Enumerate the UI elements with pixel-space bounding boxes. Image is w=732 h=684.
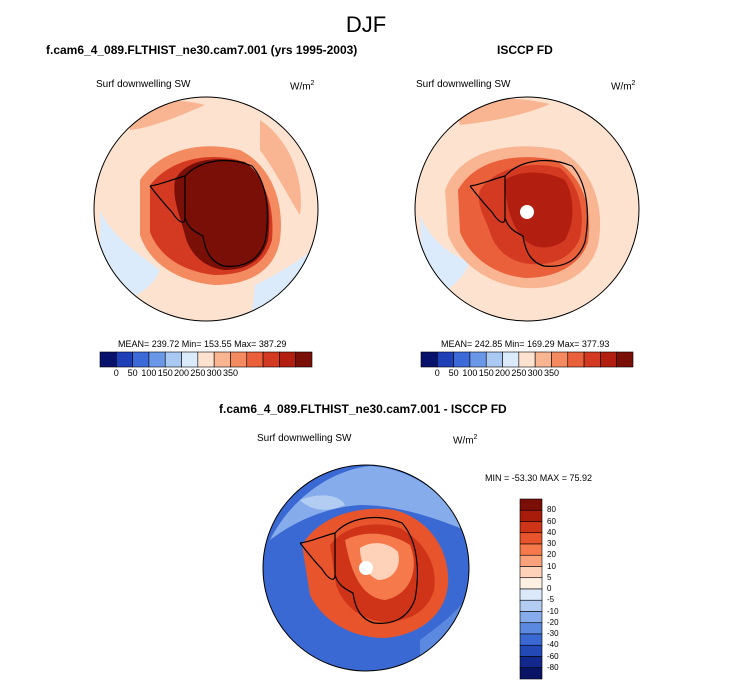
colorbar-swatch <box>519 622 543 635</box>
colorbar-swatch <box>519 633 543 646</box>
colorbar-swatch <box>519 521 543 534</box>
diff-units: W/m2 <box>453 434 478 447</box>
colorbar-tick-label: 10 <box>547 561 556 571</box>
diff-colorbar <box>519 498 543 680</box>
colorbar-tick-label: 200 <box>174 368 190 378</box>
colorbar-tick-label: 300 <box>527 368 543 378</box>
colorbar-tick-label: 50 <box>127 368 138 378</box>
colorbar-swatch <box>583 351 601 368</box>
colorbar-tick-label: 20 <box>547 550 556 560</box>
panel1-title: f.cam6_4_089.FLTHIST_ne30.cam7.001 (yrs … <box>46 43 358 57</box>
diff-variable: Surf downwelling SW <box>257 433 352 444</box>
colorbar-tick-label: 0 <box>547 584 552 593</box>
map2-pole-mask <box>520 205 534 219</box>
colorbar-tick-label: -20 <box>547 617 559 627</box>
colorbar-swatch <box>420 351 438 368</box>
colorbar-tick-label: 150 <box>478 368 494 378</box>
colorbar-tick-label: 100 <box>141 368 157 378</box>
colorbar-tick-label: 300 <box>206 368 222 378</box>
colorbar-tick-label: 0 <box>113 368 119 378</box>
colorbar-swatch <box>181 351 199 368</box>
colorbar-swatch <box>437 351 454 368</box>
colorbar-tick-label: 350 <box>222 368 238 378</box>
colorbar-swatch <box>519 599 543 612</box>
panel1-stats: MEAN= 239.72 Min= 153.55 Max= 387.29 <box>118 339 287 349</box>
colorbar-swatch <box>295 351 313 368</box>
panel2-variable: Surf downwelling SW <box>416 79 511 90</box>
colorbar-swatch <box>502 351 520 368</box>
panel2-stats: MEAN= 242.85 Min= 169.29 Max= 377.93 <box>441 339 610 349</box>
panel1-variable: Surf downwelling SW <box>96 79 191 90</box>
colorbar-swatch <box>279 351 296 368</box>
colorbar-tick-label: 30 <box>547 539 556 548</box>
colorbar-swatch <box>99 351 117 368</box>
colorbar-tick-label: -5 <box>547 595 555 605</box>
colorbar-swatch <box>616 351 634 368</box>
colorbar-swatch <box>469 351 487 368</box>
colorbar-swatch <box>519 566 543 579</box>
panel2-title: ISCCP FD <box>497 43 553 57</box>
colorbar-tick-label: 0 <box>434 368 440 378</box>
colorbar-tick-label: 5 <box>547 572 552 582</box>
colorbar-swatch <box>519 667 543 680</box>
map1 <box>94 97 318 321</box>
panel1-units: W/m2 <box>290 80 315 93</box>
map3-pole-mask <box>359 561 373 575</box>
colorbar-swatch <box>262 351 280 368</box>
colorbar-swatch <box>230 351 248 368</box>
colorbar-tick-label: 350 <box>543 368 559 378</box>
colorbar-swatch <box>519 554 543 567</box>
colorbar-swatch <box>567 351 585 368</box>
colorbar-swatch <box>116 351 133 368</box>
colorbar-swatch <box>485 351 503 368</box>
colorbar-swatch <box>197 351 215 368</box>
colorbar-tick-label: -10 <box>547 606 559 616</box>
main-title: DJF <box>345 12 387 37</box>
colorbar-swatch <box>600 351 617 368</box>
colorbar-swatch <box>519 577 543 590</box>
colorbar-swatch <box>519 611 543 624</box>
colorbar-tick-label: 40 <box>547 527 556 537</box>
panel2-units: W/m2 <box>611 80 636 93</box>
panel1-colorbar <box>99 351 313 368</box>
colorbar-swatch <box>519 644 543 657</box>
colorbar-tick-label: 50 <box>448 368 459 378</box>
colorbar-swatch <box>518 351 536 368</box>
colorbar-tick-label: -80 <box>547 662 559 672</box>
colorbar-swatch <box>213 351 231 368</box>
colorbar-swatch <box>551 351 569 368</box>
colorbar-swatch <box>519 498 543 511</box>
colorbar-tick-label: 100 <box>462 368 478 378</box>
diff-title: f.cam6_4_089.FLTHIST_ne30.cam7.001 - ISC… <box>219 402 507 416</box>
colorbar-swatch <box>519 509 543 522</box>
colorbar-swatch <box>519 532 543 545</box>
colorbar-tick-label: -60 <box>547 651 559 661</box>
colorbar-tick-label: 80 <box>547 505 556 515</box>
colorbar-tick-label: 60 <box>547 516 556 526</box>
colorbar-swatch <box>246 351 264 368</box>
colorbar-tick-label: -30 <box>547 629 559 638</box>
colorbar-tick-label: 150 <box>157 368 173 378</box>
colorbar-tick-label: 200 <box>495 368 511 378</box>
colorbar-swatch <box>132 351 150 368</box>
colorbar-swatch <box>519 543 543 556</box>
colorbar-tick-label: 250 <box>190 368 206 378</box>
colorbar-swatch <box>519 588 543 601</box>
colorbar-swatch <box>534 351 552 368</box>
colorbar-tick-label: 250 <box>511 368 527 378</box>
colorbar-swatch <box>148 351 166 368</box>
colorbar-swatch <box>519 656 543 669</box>
colorbar-tick-label: -40 <box>547 640 559 650</box>
panel2-colorbar <box>420 351 634 368</box>
diff-stats: MIN = -53.30 MAX = 75.92 <box>485 473 593 483</box>
colorbar-swatch <box>453 351 471 368</box>
colorbar-swatch <box>164 351 182 368</box>
